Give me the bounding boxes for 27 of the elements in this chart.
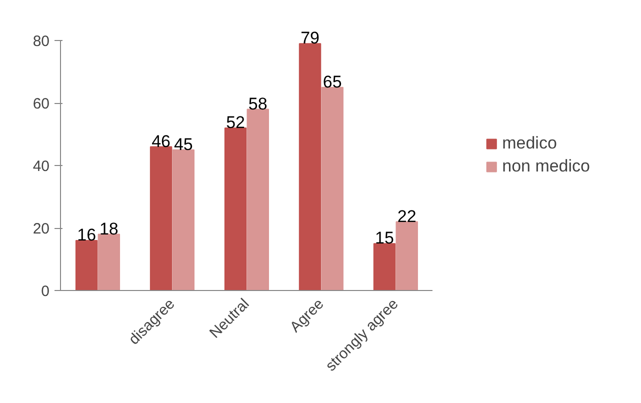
bar [396, 221, 418, 290]
data-label: 22 [397, 206, 416, 226]
data-label: 46 [152, 132, 171, 151]
y-tick-label: 60 [32, 96, 50, 112]
data-label: 58 [248, 94, 268, 114]
bar [298, 43, 322, 290]
bar [321, 86, 344, 290]
data-label: 15 [375, 228, 394, 248]
data-label: 65 [322, 72, 342, 92]
bar [98, 234, 120, 290]
bar [246, 108, 269, 290]
y-tick-label: 80 [32, 33, 50, 50]
data-label: 16 [77, 226, 96, 244]
bar [224, 128, 247, 290]
bar [172, 149, 195, 290]
legend-label: non medico [502, 156, 590, 176]
y-tick-label: 40 [32, 158, 50, 175]
data-label: 52 [226, 113, 245, 132]
y-tick-label: 0 [41, 283, 50, 300]
y-tick-label: 20 [32, 220, 50, 238]
data-label: 79 [300, 28, 320, 48]
bar [75, 240, 98, 290]
bar [150, 146, 172, 290]
legend-label: medico [502, 134, 557, 154]
data-label: 18 [99, 219, 118, 238]
bar [373, 243, 396, 290]
data-label: 45 [174, 134, 193, 154]
